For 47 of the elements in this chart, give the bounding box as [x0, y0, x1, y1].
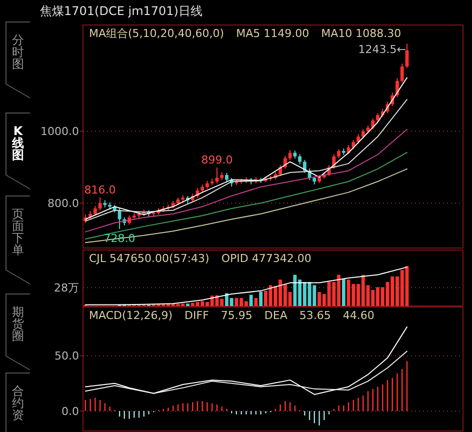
- bar: [249, 294, 253, 306]
- text: CJL 547650.00(57:43): [89, 252, 210, 265]
- candlestick: [352, 139, 356, 150]
- annotation: 1243.5←: [358, 43, 406, 56]
- y-tick-label: 800.0: [48, 197, 79, 210]
- candlestick: [361, 128, 365, 139]
- y-tick-label: 0.0: [62, 405, 79, 418]
- candlestick: [400, 63, 404, 84]
- text: 期货圈: [12, 305, 24, 343]
- text: 合约资: [12, 384, 24, 422]
- text: K线图: [11, 124, 24, 162]
- bar: [259, 292, 263, 306]
- y-tick-label: 1000.0: [40, 125, 79, 138]
- annotation: DEA: [264, 309, 288, 322]
- text: 页面下单: [12, 207, 24, 257]
- chart-title: 焦煤1701(DCE jm1701)日线: [40, 4, 202, 18]
- annotation: MA组合(5,10,20,40,60,0): [89, 27, 224, 40]
- annotation: 44.60: [342, 309, 374, 322]
- candlestick: [396, 78, 399, 98]
- candlestick: [98, 196, 102, 211]
- text: 分时图: [12, 33, 24, 71]
- line-series: [84, 77, 408, 220]
- candlestick: [93, 205, 97, 216]
- annotation: MA5 1149.00: [236, 27, 310, 40]
- bar: [254, 298, 258, 306]
- candlestick: [298, 154, 302, 165]
- candlestick: [288, 149, 292, 160]
- candlestick: [356, 134, 360, 144]
- annotation: DIFF: [184, 309, 209, 322]
- annotation: 816.0: [84, 183, 116, 196]
- line-series: [84, 326, 408, 395]
- line-series: [84, 128, 408, 232]
- candlestick: [225, 172, 228, 183]
- y-tick-label: 50.0: [54, 350, 79, 363]
- candlestick: [376, 112, 380, 124]
- bar: [342, 278, 346, 306]
- text: OPID 477342.00: [221, 252, 312, 265]
- line-series: [84, 168, 408, 244]
- line-series: [84, 350, 408, 394]
- annotation: 899.0: [201, 154, 233, 167]
- line-series: [84, 99, 408, 222]
- annotation: 53.65: [299, 309, 331, 322]
- annotation: MA10 1088.30: [321, 27, 402, 40]
- annotation: MACD(12,26,9): [89, 309, 173, 322]
- ref-line-label: 28万: [54, 282, 79, 295]
- candlestick: [278, 164, 282, 176]
- annotation: 75.95: [220, 309, 252, 322]
